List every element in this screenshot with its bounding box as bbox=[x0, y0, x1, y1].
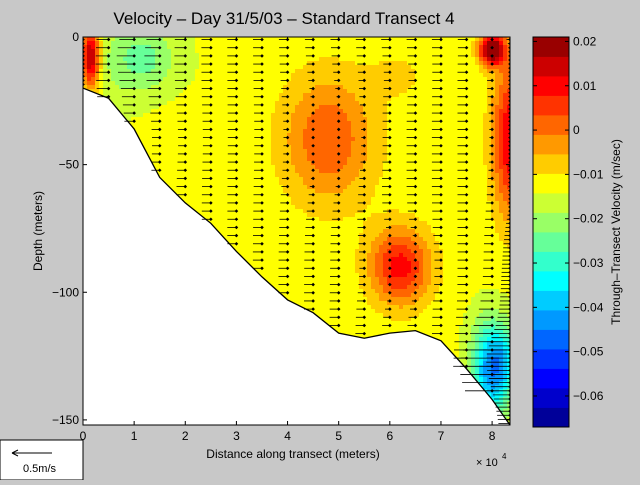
colorbar-level bbox=[533, 174, 569, 194]
x-tick-label: 8 bbox=[489, 429, 496, 443]
colorbar-tick-label: −0.02 bbox=[573, 212, 604, 226]
chart-title: Velocity – Day 31/5/03 – Standard Transe… bbox=[113, 9, 454, 28]
scale-arrow-legend: 0.5m/s bbox=[0, 440, 83, 480]
x-tick-label: 5 bbox=[335, 429, 342, 443]
y-axis-label: Depth (meters) bbox=[31, 191, 45, 271]
colorbar-level bbox=[533, 330, 569, 350]
colorbar-level bbox=[533, 193, 569, 213]
colorbar-level bbox=[533, 291, 569, 311]
colorbar-tick-label: 0 bbox=[573, 123, 580, 137]
colorbar-tick-label: 0.01 bbox=[573, 79, 597, 93]
colorbar-level bbox=[533, 154, 569, 174]
colorbar bbox=[533, 37, 569, 427]
x-tick-label: 2 bbox=[182, 429, 189, 443]
x-exponent-power: 4 bbox=[502, 452, 507, 461]
colorbar-level bbox=[533, 232, 569, 252]
colorbar-tick-label: −0.06 bbox=[573, 389, 604, 403]
colorbar-tick-label: −0.03 bbox=[573, 256, 604, 270]
colorbar-level bbox=[533, 388, 569, 408]
colorbar-level bbox=[533, 369, 569, 389]
colorbar-tick-label: −0.04 bbox=[573, 300, 604, 314]
colorbar-tick-label: −0.05 bbox=[573, 345, 604, 359]
x-tick-label: 4 bbox=[284, 429, 291, 443]
colorbar-level bbox=[533, 57, 569, 77]
y-tick-label: −50 bbox=[59, 158, 80, 172]
colorbar-level bbox=[533, 310, 569, 330]
colorbar-level bbox=[533, 37, 569, 57]
x-tick-label: 6 bbox=[386, 429, 393, 443]
colorbar-tick-label: 0.02 bbox=[573, 34, 597, 48]
x-tick-label: 7 bbox=[438, 429, 445, 443]
colorbar-level bbox=[533, 96, 569, 116]
y-tick-label: −100 bbox=[52, 285, 79, 299]
colorbar-tick-label: −0.01 bbox=[573, 167, 604, 181]
colorbar-level bbox=[533, 271, 569, 291]
colorbar-label: Through–Transect Velocity (m/sec) bbox=[609, 139, 623, 325]
x-axis-label: Distance along transect (meters) bbox=[206, 447, 379, 461]
colorbar-level bbox=[533, 115, 569, 135]
x-exponent-base: × 10 bbox=[476, 457, 498, 469]
colorbar-level bbox=[533, 349, 569, 369]
x-tick-label: 3 bbox=[233, 429, 240, 443]
colorbar-level bbox=[533, 213, 569, 233]
y-tick-label: −150 bbox=[52, 413, 79, 427]
colorbar-level bbox=[533, 135, 569, 155]
colorbar-level bbox=[533, 408, 569, 428]
x-tick-label: 1 bbox=[131, 429, 138, 443]
colorbar-level bbox=[533, 76, 569, 96]
colorbar-level bbox=[533, 252, 569, 272]
scale-arrow-label: 0.5m/s bbox=[23, 463, 57, 475]
x-axis-exponent: × 10 4 bbox=[476, 452, 507, 469]
y-tick-label: 0 bbox=[72, 30, 79, 44]
